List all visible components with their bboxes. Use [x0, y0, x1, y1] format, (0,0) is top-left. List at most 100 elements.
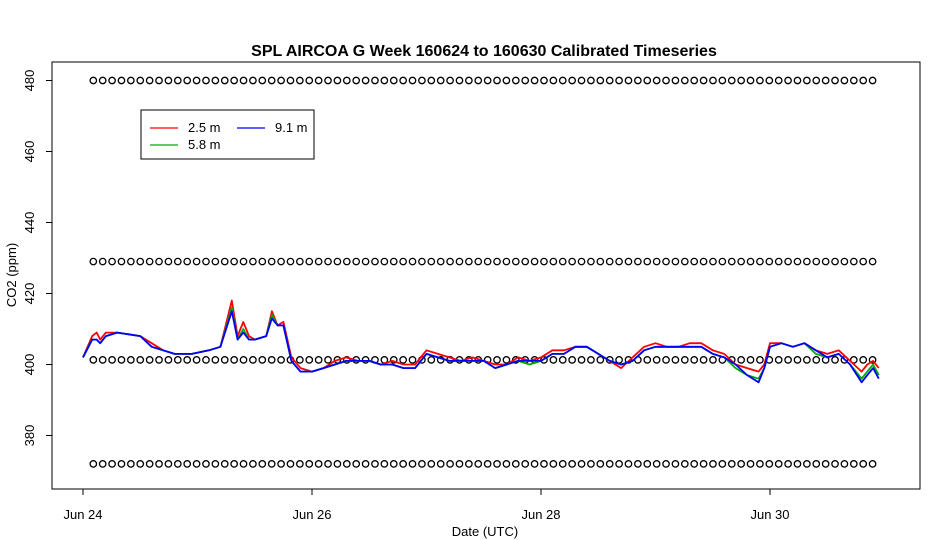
reference-marker — [305, 257, 314, 266]
reference-marker — [314, 257, 323, 266]
reference-marker — [371, 460, 379, 468]
reference-marker — [465, 257, 473, 266]
reference-marker — [634, 460, 642, 468]
reference-marker — [812, 76, 821, 85]
reference-marker — [155, 257, 163, 266]
reference-marker — [427, 460, 436, 468]
reference-marker — [774, 460, 783, 468]
legend-label: 9.1 m — [275, 120, 308, 135]
reference-marker — [324, 257, 332, 266]
y-tick-label: 420 — [22, 283, 37, 305]
x-tick-label: Jun 28 — [521, 507, 560, 522]
reference-marker — [849, 76, 858, 85]
reference-marker — [455, 460, 464, 468]
reference-marker — [342, 257, 351, 266]
reference-marker — [249, 257, 257, 266]
reference-marker — [699, 257, 708, 266]
reference-marker — [709, 356, 717, 364]
reference-marker — [314, 76, 323, 85]
reference-marker — [408, 356, 417, 364]
reference-marker — [662, 76, 670, 85]
reference-marker — [333, 460, 342, 468]
reference-marker — [699, 460, 708, 468]
reference-marker — [324, 76, 332, 85]
reference-marker — [239, 460, 248, 468]
reference-marker — [737, 76, 745, 85]
reference-marker — [164, 460, 173, 468]
reference-marker — [465, 460, 473, 468]
reference-marker — [577, 356, 586, 364]
reference-marker — [211, 257, 220, 266]
reference-marker — [342, 460, 351, 468]
reference-marker — [145, 356, 154, 364]
reference-marker — [521, 460, 530, 468]
reference-marker — [183, 257, 192, 266]
reference-marker — [258, 356, 267, 364]
reference-marker — [840, 76, 849, 85]
reference-marker — [305, 356, 314, 364]
reference-marker — [568, 76, 576, 85]
reference-marker — [183, 76, 192, 85]
reference-marker — [145, 257, 154, 266]
reference-marker — [859, 356, 868, 364]
x-tick-label: Jun 26 — [292, 507, 331, 522]
reference-marker — [615, 356, 623, 364]
reference-marker — [117, 257, 126, 266]
reference-marker — [540, 76, 548, 85]
reference-marker — [718, 76, 727, 85]
reference-marker — [155, 76, 163, 85]
reference-marker — [98, 356, 107, 364]
reference-marker — [202, 460, 210, 468]
reference-marker — [746, 460, 755, 468]
reference-marker — [521, 257, 530, 266]
reference-marker — [220, 257, 229, 266]
reference-marker — [784, 356, 792, 364]
reference-marker — [727, 257, 736, 266]
reference-marker — [671, 257, 680, 266]
reference-marker — [568, 356, 576, 364]
reference-marker — [399, 460, 407, 468]
reference-marker — [530, 257, 539, 266]
reference-marker — [183, 356, 192, 364]
reference-marker — [277, 460, 285, 468]
reference-marker — [671, 356, 680, 364]
reference-marker — [136, 76, 145, 85]
reference-marker — [474, 257, 483, 266]
reference-marker — [549, 460, 558, 468]
reference-marker — [558, 76, 567, 85]
reference-marker — [483, 460, 492, 468]
reference-marker — [389, 356, 398, 364]
reference-marker — [192, 356, 201, 364]
reference-marker — [643, 257, 652, 266]
reference-marker — [249, 356, 257, 364]
reference-marker — [117, 356, 126, 364]
legend-label: 2.5 m — [188, 120, 221, 135]
reference-marker — [173, 76, 182, 85]
reference-marker — [296, 76, 304, 85]
reference-marker — [305, 460, 314, 468]
reference-marker — [634, 76, 642, 85]
reference-marker — [680, 257, 689, 266]
reference-marker — [380, 76, 389, 85]
reference-marker — [202, 257, 210, 266]
reference-marker — [446, 257, 454, 266]
reference-marker — [868, 460, 877, 468]
reference-marker — [380, 257, 389, 266]
reference-marker — [361, 257, 370, 266]
reference-marker — [314, 460, 323, 468]
y-axis-label: CO2 (ppm) — [4, 243, 19, 307]
reference-marker — [812, 460, 821, 468]
reference-marker — [577, 257, 586, 266]
reference-marker — [709, 460, 717, 468]
reference-marker — [756, 257, 764, 266]
reference-marker — [173, 257, 182, 266]
reference-marker — [737, 356, 745, 364]
reference-marker — [502, 76, 511, 85]
reference-marker — [286, 76, 295, 85]
reference-marker — [493, 76, 501, 85]
reference-marker — [202, 356, 210, 364]
reference-marker — [465, 76, 473, 85]
x-axis: Jun 24 Jun 26 Jun 28 Jun 30 — [63, 488, 790, 522]
reference-marker — [549, 257, 558, 266]
reference-marker — [493, 460, 501, 468]
